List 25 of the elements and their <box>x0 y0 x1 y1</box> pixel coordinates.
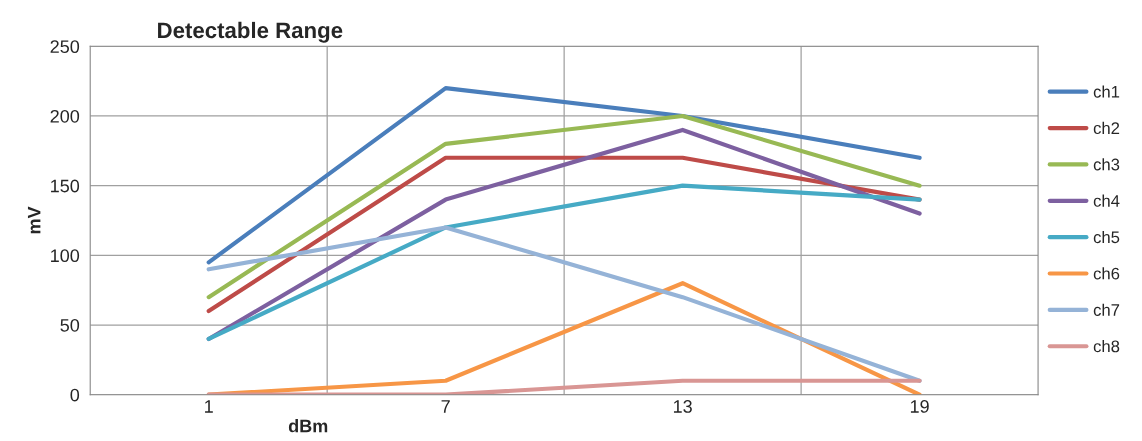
legend-label: ch2 <box>1093 121 1120 135</box>
x-axis-title: dBm <box>288 419 328 433</box>
y-tick-label: 0 <box>70 388 80 402</box>
legend-label: ch5 <box>1093 230 1120 244</box>
x-tick-label: 7 <box>441 400 450 413</box>
line-series <box>206 86 922 265</box>
y-tick-label: 200 <box>50 109 80 123</box>
chart-title: Detectable Range <box>158 21 343 43</box>
legend-label: ch4 <box>1093 194 1120 207</box>
legend-label: ch3 <box>1093 158 1120 171</box>
y-tick-label: 250 <box>50 40 80 54</box>
legend-label: ch7 <box>1093 303 1120 316</box>
y-tick-label: 100 <box>51 249 80 263</box>
line-series <box>206 113 922 300</box>
y-tick-label: 150 <box>51 179 80 193</box>
legend-label: ch1 <box>1093 85 1120 98</box>
y-axis-title: mV <box>27 206 41 234</box>
legend-label: ch8 <box>1093 340 1120 353</box>
line-series <box>206 183 922 342</box>
x-tick-label: 19 <box>910 400 929 413</box>
legend-label: ch6 <box>1093 267 1120 280</box>
y-tick-label: 50 <box>60 318 80 332</box>
x-tick-label: 13 <box>673 400 692 413</box>
x-tick-label: 1 <box>205 400 213 413</box>
line-series <box>206 225 922 383</box>
